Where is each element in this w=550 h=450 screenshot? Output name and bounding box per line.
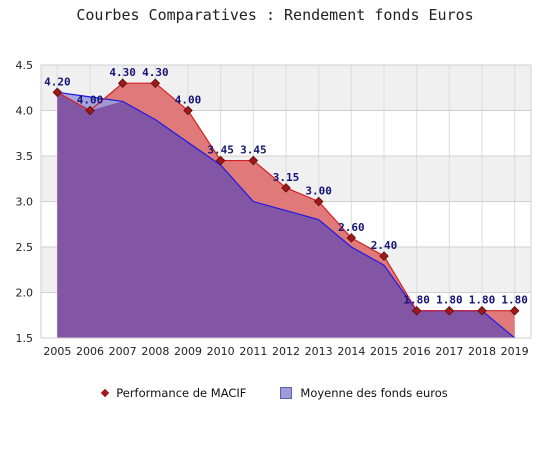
x-tick-label: 2018 [468, 345, 496, 358]
data-label: 4.30 [142, 66, 169, 79]
series-area-overlap [57, 92, 515, 338]
x-tick-label: 2011 [239, 345, 267, 358]
data-label: 1.80 [436, 294, 463, 307]
y-tick-label: 4.0 [16, 105, 34, 118]
data-label: 3.00 [305, 185, 332, 198]
x-tick-label: 2016 [403, 345, 431, 358]
data-point-macif [117, 78, 128, 88]
x-tick-label: 2013 [305, 345, 333, 358]
data-label: 4.30 [109, 66, 136, 79]
y-tick-label: 3.5 [16, 150, 34, 163]
y-tick-label: 2.0 [16, 287, 34, 300]
data-point-macif [215, 155, 226, 166]
data-label: 1.80 [403, 294, 430, 307]
legend-label-average: Moyenne des fonds euros [300, 386, 448, 400]
data-point-macif [85, 105, 95, 116]
x-tick-label: 2017 [435, 345, 463, 358]
data-point-macif [248, 155, 259, 166]
data-point-macif [313, 196, 324, 207]
legend-item-average: Moyenne des fonds euros [280, 386, 448, 400]
data-label: 3.45 [207, 144, 234, 157]
data-label: 1.80 [501, 294, 528, 307]
chart-legend: Performance de MACIF Moyenne des fonds e… [0, 386, 550, 400]
x-tick-label: 2012 [272, 345, 300, 358]
data-point-macif [509, 305, 520, 316]
data-label: 4.00 [77, 94, 104, 107]
data-point-macif [150, 78, 161, 88]
x-tick-label: 2015 [370, 345, 398, 358]
plot-border [40, 64, 532, 339]
data-point-macif [183, 105, 193, 116]
x-tick-label: 2005 [43, 345, 71, 358]
legend-item-macif: Performance de MACIF [100, 386, 247, 400]
legend-marker-macif [100, 388, 110, 398]
chart-title: Courbes Comparatives : Rendement fonds E… [76, 6, 474, 24]
y-tick-label: 3.0 [16, 196, 34, 209]
x-tick-label: 2014 [337, 345, 365, 358]
data-label: 3.45 [240, 144, 267, 157]
data-label: 1.80 [469, 294, 496, 307]
data-label: 4.00 [175, 94, 202, 107]
x-tick-label: 2006 [76, 345, 104, 358]
data-point-macif [477, 305, 487, 316]
y-tick-label: 2.5 [16, 241, 34, 254]
data-label: 2.60 [338, 221, 365, 234]
data-point-macif [444, 305, 455, 316]
legend-swatch-average [280, 387, 293, 399]
data-label: 4.20 [44, 75, 71, 88]
data-point-macif [52, 87, 63, 98]
x-tick-label: 2009 [174, 345, 202, 358]
data-point-macif [346, 233, 357, 243]
y-tick-label: 4.5 [16, 59, 34, 72]
data-point-macif [281, 183, 291, 193]
data-label: 2.40 [371, 239, 398, 252]
x-tick-label: 2008 [141, 345, 169, 358]
data-point-macif [379, 251, 389, 261]
data-label: 3.15 [273, 171, 300, 184]
legend-label-macif: Performance de MACIF [116, 386, 247, 400]
x-tick-label: 2007 [109, 345, 137, 358]
data-point-macif [411, 305, 422, 316]
x-tick-label: 2019 [501, 345, 529, 358]
x-tick-label: 2010 [207, 345, 235, 358]
y-tick-label: 1.5 [16, 332, 34, 345]
